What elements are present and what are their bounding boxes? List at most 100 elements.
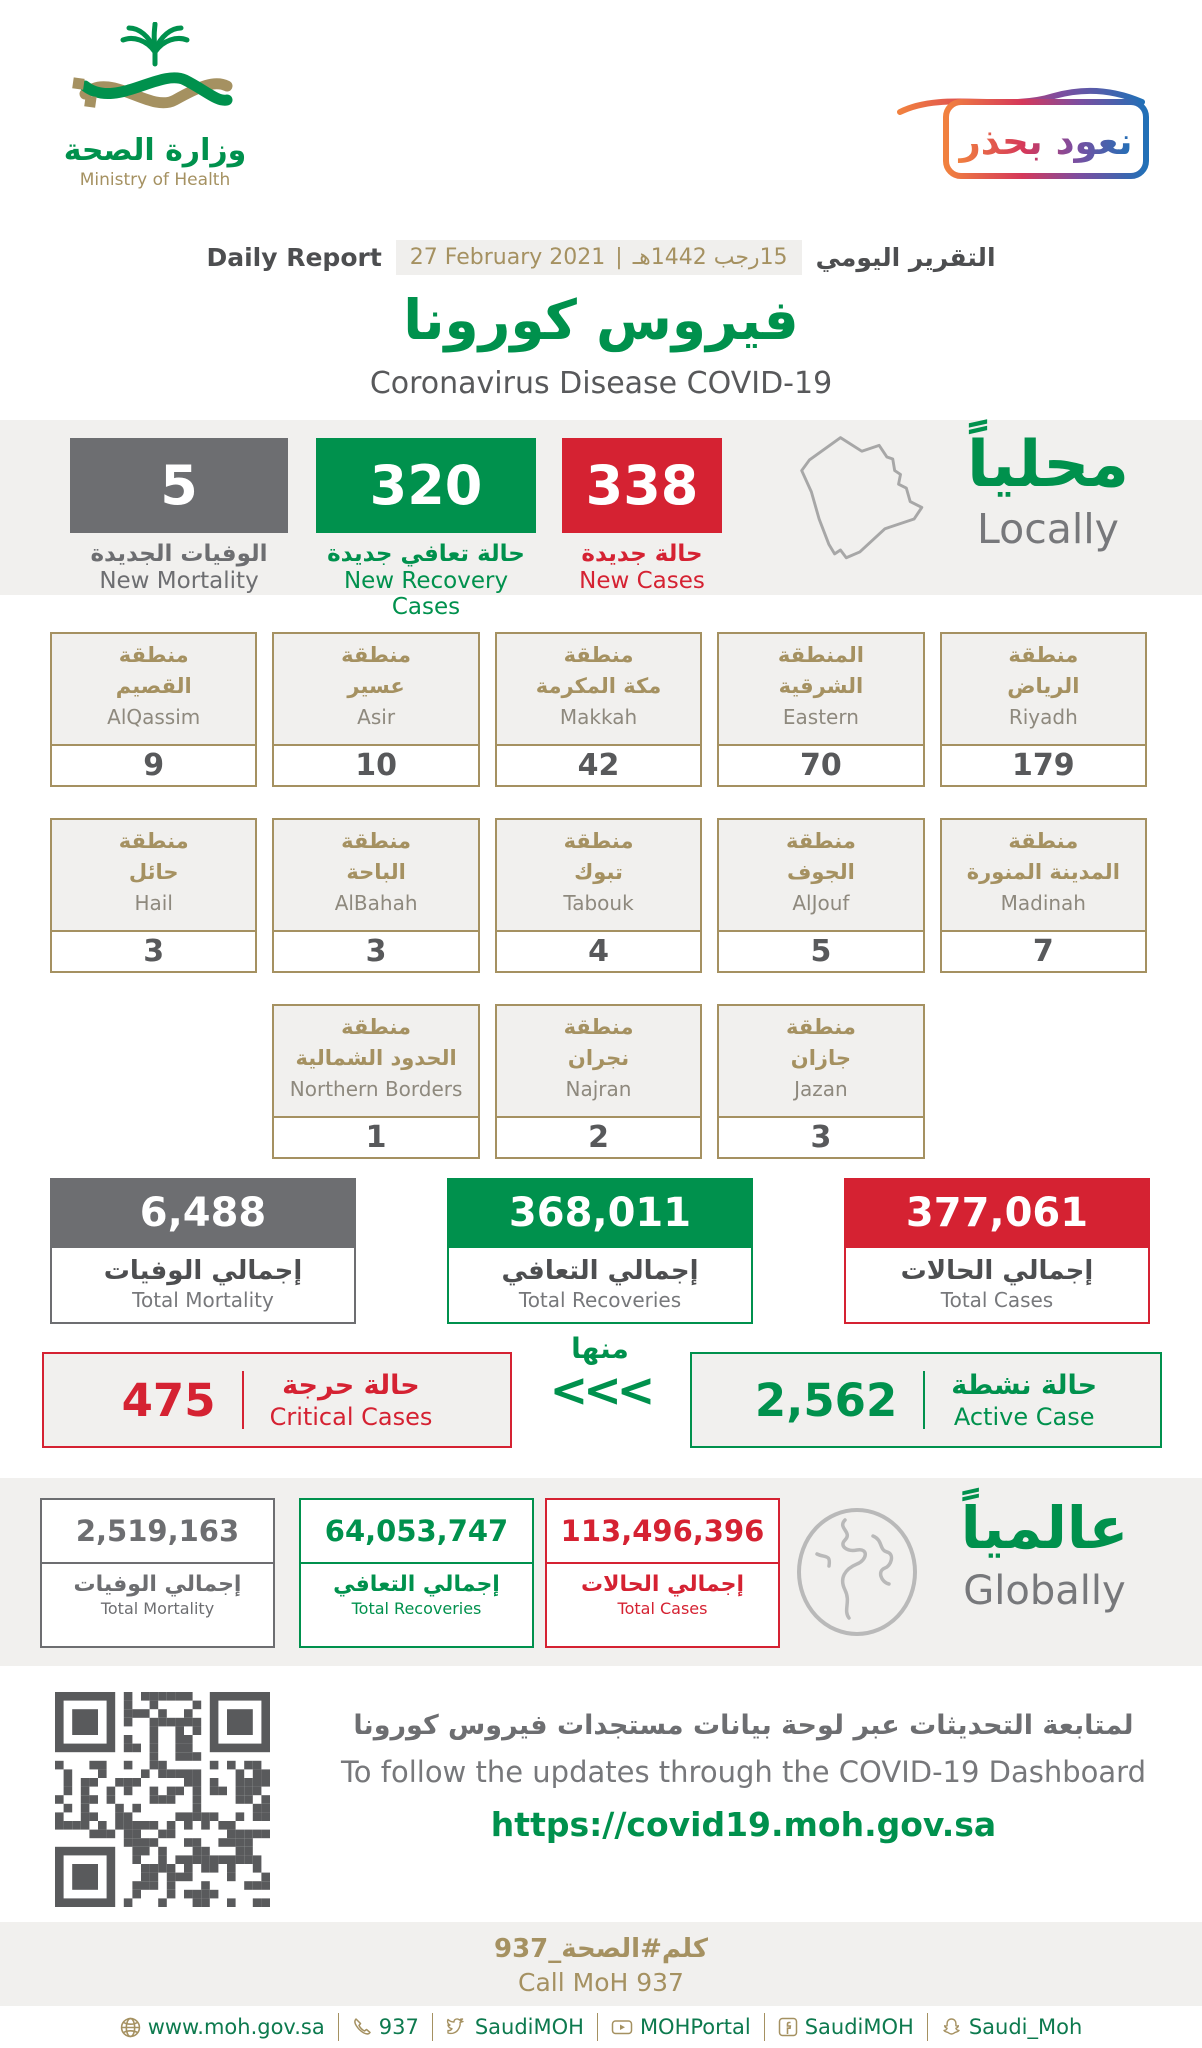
region-value: 4 [588, 934, 609, 969]
region-name-en: Jazan [794, 1077, 848, 1101]
region-card-aljouf: منطقة الجوف AlJouf 5 [717, 818, 925, 973]
region-name-ar: الرياض [1007, 674, 1080, 698]
new-mortality-label-en: New Mortality [99, 568, 259, 594]
region-name-ar: المنطقة [777, 643, 864, 667]
badge-swoosh [897, 87, 1145, 115]
contact-label: MOHPortal [639, 2015, 751, 2039]
report-date: 27 February 2021 | 15رجب 1442هـ [395, 240, 802, 275]
region-name-ar: منطقة [563, 643, 634, 667]
report-date-ar: 15رجب 1442هـ [632, 245, 788, 270]
region-card-riyadh: منطقة الرياض Riyadh 179 [939, 632, 1147, 787]
contact-snapchat[interactable]: Saudi_Moh [941, 2015, 1082, 2039]
global-recoveries-value: 64,053,747 [301, 1500, 532, 1564]
region-value: 42 [577, 748, 620, 783]
total-cases-box: 377,061 إجمالي الحالات Total Cases [844, 1178, 1150, 1324]
total-recoveries-box: 368,011 إجمالي التعافي Total Recoveries [447, 1178, 753, 1324]
total-recoveries-value: 368,011 [447, 1178, 753, 1248]
call-moh-label-en: Call MoH 937 [518, 1968, 684, 1997]
region-name-en: Madinah [1000, 891, 1086, 915]
region-value: 1 [365, 1120, 387, 1155]
of-which-label-ar: منها [571, 1332, 629, 1365]
new-recoveries-label-ar: حالة تعافي جديدة [327, 541, 525, 567]
contact-facebook[interactable]: SaudiMOH [778, 2015, 914, 2039]
new-cases-label-en: New Cases [579, 568, 705, 594]
region-name-ar: منطقة [563, 1015, 634, 1039]
return-with-caution-badge: نعود بحذر [894, 78, 1154, 186]
contact-twitter[interactable]: SaudiMOH [446, 2015, 584, 2039]
global-cases-label-ar: إجمالي الحالات [581, 1572, 744, 1597]
region-value: 5 [810, 934, 832, 969]
critical-cases-label-ar: حالة حرجة [282, 1369, 420, 1401]
total-mortality-label-en: Total Mortality [132, 1288, 274, 1312]
critical-cases-label-en: Critical Cases [269, 1402, 433, 1431]
total-mortality-box: 6,488 إجمالي الوفيات Total Mortality [50, 1178, 356, 1324]
region-name-ar: منطقة [118, 643, 189, 667]
global-cases-box: 113,496,396 إجمالي الحالات Total Cases [545, 1498, 780, 1648]
region-name-ar: منطقة [1008, 829, 1079, 853]
globally-heading: عالمياً Globally [927, 1490, 1162, 1616]
contact-website[interactable]: www.moh.gov.sa [120, 2015, 325, 2039]
facebook-icon [778, 2017, 797, 2037]
region-name-en: Hail [134, 891, 173, 915]
total-recoveries-label-en: Total Recoveries [518, 1288, 682, 1312]
region-name-en: Asir [357, 705, 396, 729]
divider [596, 2013, 598, 2041]
region-card-tabouk: منطقة تبوك Tabouk 4 [494, 818, 703, 973]
locally-heading-ar: محلياً [966, 428, 1130, 502]
contact-youtube[interactable]: MOHPortal [611, 2015, 751, 2039]
global-mortality-box: 2,519,163 إجمالي الوفيات Total Mortality [40, 1498, 275, 1648]
region-row-1: منطقة الرياض Riyadh 179 المنطقة الشرقية East… [50, 632, 1147, 787]
global-mortality-value: 2,519,163 [42, 1500, 273, 1564]
region-card-hail: منطقة حائل Hail 3 [50, 818, 258, 973]
region-name-ar: المدينة المنورة [966, 860, 1120, 884]
global-mortality-label-ar: إجمالي الوفيات [73, 1572, 242, 1597]
dashboard-info: لمتابعة التحديثات عبر لوحة بيانات مستجدا… [320, 1710, 1167, 1844]
total-cases-value: 377,061 [844, 1178, 1150, 1248]
region-name-ar: منطقة [341, 1015, 412, 1039]
region-name-ar: الجوف [787, 860, 855, 884]
total-cases-label-en: Total Cases [940, 1288, 1054, 1312]
global-cases-label-en: Total Cases [617, 1599, 708, 1618]
region-value: 10 [355, 748, 397, 783]
region-name-ar: منطقة [563, 829, 634, 853]
region-name-ar: جازان [790, 1046, 852, 1070]
dashboard-url-link[interactable]: https://covid19.moh.gov.sa [490, 1805, 997, 1844]
daily-report-label-ar: التقرير اليومي [815, 243, 996, 272]
region-row-2: منطقة المدينة المنورة Madinah 7 منطقة الجوف… [50, 818, 1147, 973]
moh-logo-title-en: Ministry of Health [79, 170, 231, 190]
daily-report-label-en: Daily Report [206, 243, 382, 272]
new-recoveries-label-en: New Recovery Cases [343, 568, 509, 620]
moh-logo: وزارة الصحة Ministry of Health [50, 21, 260, 190]
region-card-najran: منطقة نجران Najran 2 [494, 1004, 703, 1159]
youtube-icon [611, 2020, 633, 2035]
region-card-madinah: منطقة المدينة المنورة Madinah 7 [939, 818, 1147, 973]
global-cases-value: 113,496,396 [547, 1500, 778, 1564]
region-name-ar: حائل [128, 860, 179, 884]
divider [926, 2013, 928, 2041]
region-name-en: Tabouk [563, 891, 634, 915]
qr-code [55, 1692, 270, 1907]
global-recoveries-label-en: Total Recoveries [351, 1599, 482, 1618]
contact-phone[interactable]: 937 [352, 2015, 419, 2039]
total-mortality-label-ar: إجمالي الوفيات [103, 1256, 303, 1286]
region-name-ar: الحدود الشمالية [295, 1046, 457, 1070]
new-cases-value: 338 [562, 438, 722, 533]
new-recoveries-value: 320 [316, 438, 536, 533]
region-value: 9 [143, 748, 165, 783]
phone-icon [353, 2018, 371, 2035]
contact-label: SaudiMOH [474, 2015, 584, 2039]
region-name-ar: منطقة [341, 643, 412, 667]
global-recoveries-label-ar: إجمالي التعافي [333, 1572, 500, 1597]
region-name-en: Eastern [782, 705, 859, 729]
active-cases-label-en: Active Case [953, 1402, 1095, 1431]
region-name-en: AlBahah [334, 891, 418, 915]
total-mortality-value: 6,488 [50, 1178, 356, 1248]
contact-label: Saudi_Moh [968, 2015, 1083, 2039]
saudi-arabia-map-icon [800, 436, 924, 560]
global-recoveries-box: 64,053,747 إجمالي التعافي Total Recoveri… [299, 1498, 534, 1648]
of-which-indicator: منها <<< [540, 1332, 660, 1415]
region-name-ar: منطقة [1008, 643, 1079, 667]
region-value: 3 [810, 1120, 832, 1155]
region-name-ar: القصيم [115, 674, 192, 698]
